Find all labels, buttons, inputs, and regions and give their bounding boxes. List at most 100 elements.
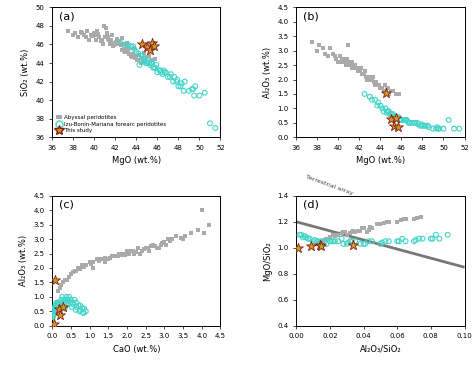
Point bbox=[51, 307, 58, 313]
Point bbox=[385, 91, 392, 97]
Point bbox=[385, 238, 392, 244]
Point bbox=[376, 102, 384, 108]
Point bbox=[73, 268, 80, 274]
Point bbox=[126, 51, 134, 57]
Point bbox=[390, 123, 398, 129]
Text: (b): (b) bbox=[303, 11, 319, 21]
Point bbox=[137, 60, 144, 66]
Point bbox=[196, 93, 203, 98]
Point bbox=[136, 62, 143, 68]
Point bbox=[61, 300, 68, 306]
Point bbox=[373, 79, 380, 85]
Point bbox=[200, 230, 208, 236]
Point bbox=[109, 32, 116, 38]
Point bbox=[71, 268, 78, 274]
Point bbox=[366, 76, 374, 82]
Point bbox=[106, 40, 114, 45]
Point bbox=[412, 237, 419, 243]
Point bbox=[141, 59, 148, 65]
Point bbox=[351, 62, 359, 68]
Point bbox=[99, 41, 107, 47]
Point bbox=[147, 60, 155, 66]
Point bbox=[362, 74, 369, 79]
Point bbox=[402, 216, 410, 222]
Point bbox=[58, 283, 65, 288]
Point bbox=[365, 227, 373, 232]
Point bbox=[419, 123, 426, 129]
Point bbox=[421, 123, 428, 129]
Point bbox=[114, 254, 121, 259]
Point bbox=[111, 41, 119, 47]
Point bbox=[60, 280, 67, 285]
Point bbox=[154, 70, 161, 75]
Point bbox=[122, 41, 129, 47]
Point bbox=[166, 238, 174, 243]
Point bbox=[80, 264, 88, 269]
Point bbox=[359, 71, 366, 76]
Point bbox=[383, 110, 391, 116]
Point bbox=[51, 304, 59, 310]
Point bbox=[338, 236, 346, 242]
Point bbox=[161, 239, 168, 245]
Point bbox=[368, 225, 376, 231]
Point bbox=[206, 120, 214, 126]
Point bbox=[433, 124, 441, 130]
Point bbox=[117, 42, 124, 48]
Point bbox=[97, 257, 105, 262]
Point bbox=[147, 243, 155, 249]
Point bbox=[88, 261, 95, 266]
Point bbox=[109, 40, 117, 45]
Point bbox=[368, 97, 376, 103]
Point bbox=[331, 238, 339, 244]
Point bbox=[80, 32, 88, 38]
Point bbox=[418, 122, 425, 127]
Point bbox=[127, 44, 135, 49]
Point bbox=[140, 246, 147, 252]
Point bbox=[308, 39, 316, 45]
Point bbox=[62, 304, 69, 310]
X-axis label: MgO (wt.%): MgO (wt.%) bbox=[356, 157, 405, 165]
Point bbox=[356, 228, 364, 234]
Point bbox=[144, 245, 151, 251]
Point bbox=[118, 252, 125, 258]
Point bbox=[331, 53, 339, 59]
Point bbox=[106, 41, 114, 46]
Point bbox=[52, 307, 60, 313]
Point bbox=[432, 126, 440, 131]
Point bbox=[135, 57, 142, 63]
Point bbox=[390, 114, 398, 120]
Point bbox=[149, 242, 157, 248]
Point bbox=[153, 245, 161, 251]
Point bbox=[146, 62, 154, 68]
Point bbox=[90, 265, 97, 271]
Point bbox=[356, 68, 363, 74]
Point bbox=[406, 120, 414, 126]
Point bbox=[321, 238, 328, 244]
Point bbox=[134, 57, 141, 63]
Point bbox=[415, 236, 423, 242]
Point bbox=[144, 58, 152, 64]
Point bbox=[121, 252, 129, 258]
Point bbox=[163, 242, 170, 248]
Point bbox=[348, 238, 356, 244]
Point bbox=[374, 100, 382, 105]
Point bbox=[151, 56, 159, 62]
Point bbox=[399, 236, 406, 242]
Point bbox=[50, 311, 57, 317]
Point bbox=[125, 45, 133, 51]
Point bbox=[397, 217, 404, 223]
Point bbox=[388, 111, 396, 117]
Point bbox=[392, 114, 400, 120]
Point bbox=[316, 238, 324, 244]
Point bbox=[414, 122, 422, 127]
Point bbox=[341, 59, 348, 65]
Point bbox=[136, 251, 144, 257]
Point bbox=[367, 76, 374, 82]
Point bbox=[65, 294, 73, 300]
Point bbox=[402, 238, 410, 244]
Point bbox=[298, 232, 305, 238]
Point bbox=[343, 241, 350, 247]
Point bbox=[146, 47, 154, 53]
Point bbox=[366, 94, 374, 100]
Point bbox=[294, 245, 301, 251]
